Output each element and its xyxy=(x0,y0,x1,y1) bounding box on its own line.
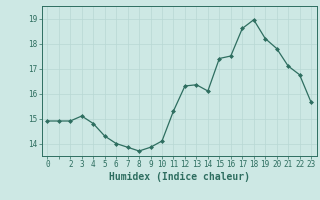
X-axis label: Humidex (Indice chaleur): Humidex (Indice chaleur) xyxy=(109,172,250,182)
